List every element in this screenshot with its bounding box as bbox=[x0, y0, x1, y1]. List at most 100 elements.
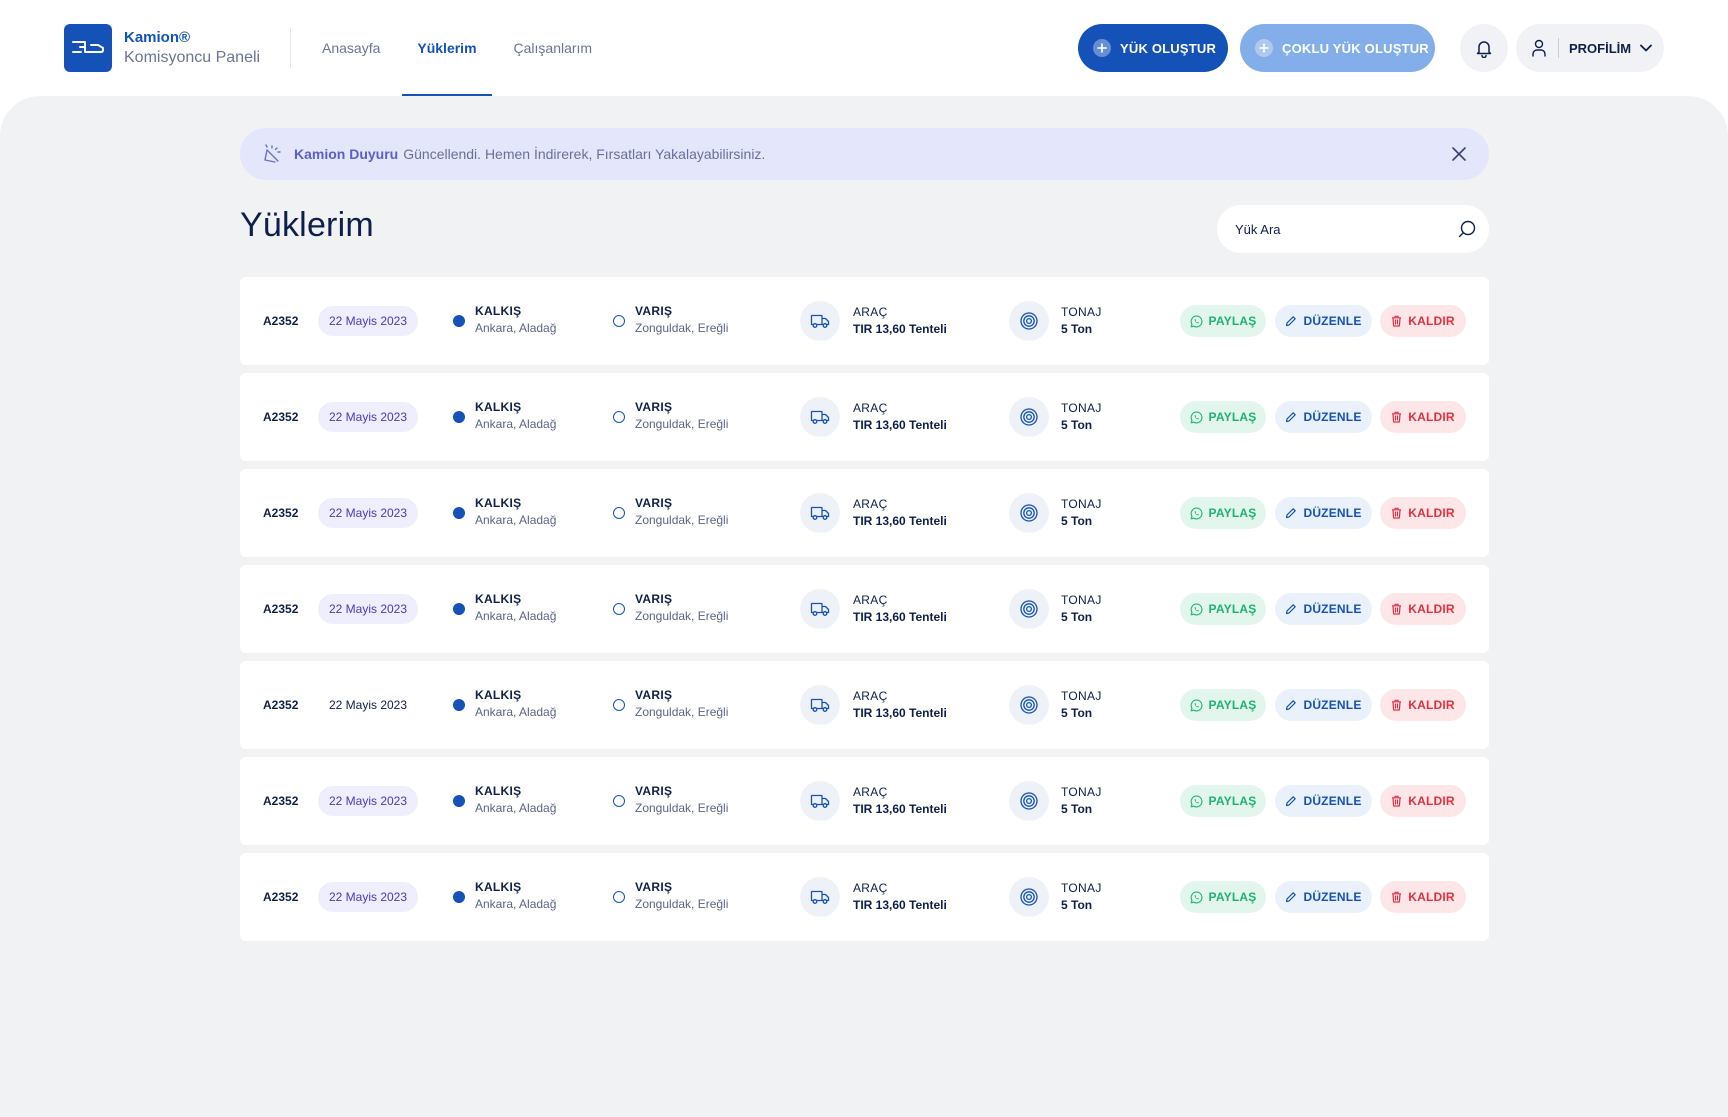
departure-location: Ankara, Aladağ bbox=[475, 321, 557, 335]
brand-name: Kamion® bbox=[124, 29, 191, 46]
remove-button[interactable]: KALDIR bbox=[1380, 497, 1466, 529]
departure-label: KALKIŞ bbox=[475, 688, 522, 702]
arrival-info: VARIŞ Zonguldak, Ereğli bbox=[635, 688, 728, 720]
departure-info: KALKIŞ Ankara, Aladağ bbox=[475, 592, 556, 624]
tonnage-info: TONAJ 5 Ton bbox=[1061, 785, 1102, 817]
tonnage-icon-badge bbox=[1009, 877, 1049, 917]
departure-location: Ankara, Aladağ bbox=[475, 417, 557, 431]
tonnage-icon-badge bbox=[1009, 493, 1049, 533]
load-date: 22 Mayis 2023 bbox=[318, 786, 418, 816]
remove-button[interactable]: KALDIR bbox=[1380, 689, 1466, 721]
arrival-dot-icon bbox=[613, 315, 625, 327]
search-input[interactable] bbox=[1217, 205, 1437, 253]
bulk-create-load-button[interactable]: ÇOKLU YÜK OLUŞTUR bbox=[1240, 24, 1435, 72]
arrival-label: VARIŞ bbox=[635, 880, 673, 894]
announcement-title: Kamion Duyuru bbox=[294, 146, 399, 162]
tonnage-label: TONAJ bbox=[1061, 401, 1102, 415]
share-button[interactable]: PAYLAŞ bbox=[1180, 881, 1266, 913]
vehicle-label: ARAÇ bbox=[853, 785, 888, 799]
edit-label: DÜZENLE bbox=[1303, 890, 1362, 904]
load-date: 22 Mayis 2023 bbox=[318, 402, 418, 432]
truck-logo-icon bbox=[72, 41, 104, 53]
profile-divider bbox=[1558, 38, 1559, 58]
page-title: Yüklerim bbox=[240, 206, 374, 244]
nav-item-yuklerim[interactable]: Yüklerim bbox=[402, 0, 492, 96]
edit-button[interactable]: DÜZENLE bbox=[1275, 497, 1372, 529]
tonnage-value: 5 Ton bbox=[1061, 322, 1093, 336]
remove-button[interactable]: KALDIR bbox=[1380, 593, 1466, 625]
remove-button[interactable]: KALDIR bbox=[1380, 305, 1466, 337]
vehicle-icon-badge bbox=[800, 397, 840, 437]
arrival-location: Zonguldak, Ereğli bbox=[635, 417, 729, 431]
truck-icon bbox=[810, 506, 830, 520]
edit-button[interactable]: DÜZENLE bbox=[1275, 593, 1372, 625]
share-button[interactable]: PAYLAŞ bbox=[1180, 689, 1266, 721]
trash-icon bbox=[1392, 699, 1402, 711]
create-load-button[interactable]: YÜK OLUŞTUR bbox=[1078, 24, 1228, 72]
share-button[interactable]: PAYLAŞ bbox=[1180, 497, 1266, 529]
edit-label: DÜZENLE bbox=[1303, 314, 1362, 328]
load-id: A2352 bbox=[263, 314, 299, 328]
truck-icon bbox=[810, 314, 830, 328]
truck-icon bbox=[810, 698, 830, 712]
departure-label: KALKIŞ bbox=[475, 496, 522, 510]
arrival-dot-icon bbox=[613, 603, 625, 615]
target-icon bbox=[1020, 408, 1038, 426]
load-id: A2352 bbox=[263, 602, 299, 616]
nav-item-anasayfa[interactable]: Anasayfa bbox=[322, 40, 381, 56]
pencil-icon bbox=[1286, 316, 1297, 327]
vehicle-type: TIR 13,60 Tenteli bbox=[853, 322, 947, 336]
vehicle-info: ARAÇ TIR 13,60 Tenteli bbox=[853, 689, 947, 721]
share-button[interactable]: PAYLAŞ bbox=[1180, 401, 1266, 433]
whatsapp-icon bbox=[1190, 891, 1203, 903]
edit-label: DÜZENLE bbox=[1303, 698, 1362, 712]
departure-info: KALKIŞ Ankara, Aladağ bbox=[475, 304, 556, 336]
share-button[interactable]: PAYLAŞ bbox=[1180, 593, 1266, 625]
edit-button[interactable]: DÜZENLE bbox=[1275, 689, 1372, 721]
departure-info: KALKIŞ Ankara, Aladağ bbox=[475, 880, 556, 912]
announcement-close-button[interactable] bbox=[1449, 144, 1469, 164]
remove-label: KALDIR bbox=[1408, 602, 1455, 616]
truck-icon bbox=[810, 602, 830, 616]
edit-button[interactable]: DÜZENLE bbox=[1275, 305, 1372, 337]
remove-button[interactable]: KALDIR bbox=[1380, 401, 1466, 433]
departure-dot-icon bbox=[453, 891, 465, 903]
tonnage-label: TONAJ bbox=[1061, 497, 1102, 511]
tonnage-icon-badge bbox=[1009, 781, 1049, 821]
remove-button[interactable]: KALDIR bbox=[1380, 785, 1466, 817]
logo[interactable] bbox=[64, 24, 112, 72]
departure-location: Ankara, Aladağ bbox=[475, 705, 557, 719]
edit-button[interactable]: DÜZENLE bbox=[1275, 401, 1372, 433]
vehicle-info: ARAÇ TIR 13,60 Tenteli bbox=[853, 401, 947, 433]
trash-icon bbox=[1392, 507, 1402, 519]
vehicle-info: ARAÇ TIR 13,60 Tenteli bbox=[853, 785, 947, 817]
share-label: PAYLAŞ bbox=[1208, 602, 1257, 616]
search-icon[interactable] bbox=[1457, 219, 1477, 239]
bulk-create-load-label: ÇOKLU YÜK OLUŞTUR bbox=[1282, 40, 1429, 56]
trash-icon bbox=[1392, 411, 1402, 423]
vehicle-info: ARAÇ TIR 13,60 Tenteli bbox=[853, 593, 947, 625]
departure-info: KALKIŞ Ankara, Aladağ bbox=[475, 688, 556, 720]
share-button[interactable]: PAYLAŞ bbox=[1180, 305, 1266, 337]
departure-dot-icon bbox=[453, 795, 465, 807]
load-row: A2352 22 Mayis 2023 KALKIŞ Ankara, Alada… bbox=[240, 277, 1489, 365]
arrival-location: Zonguldak, Ereğli bbox=[635, 321, 729, 335]
edit-button[interactable]: DÜZENLE bbox=[1275, 881, 1372, 913]
notifications-button[interactable] bbox=[1460, 24, 1508, 72]
arrival-info: VARIŞ Zonguldak, Ereğli bbox=[635, 784, 728, 816]
nav-item-calisanlarim[interactable]: Çalışanlarım bbox=[513, 40, 593, 56]
announcement-text: Kamion Duyuru Güncellendi. Hemen İndirere… bbox=[294, 146, 765, 162]
vehicle-type: TIR 13,60 Tenteli bbox=[853, 610, 947, 624]
whatsapp-icon bbox=[1190, 699, 1203, 711]
profile-menu-button[interactable]: PROFİLİM bbox=[1516, 24, 1664, 72]
share-button[interactable]: PAYLAŞ bbox=[1180, 785, 1266, 817]
share-label: PAYLAŞ bbox=[1208, 794, 1257, 808]
tonnage-info: TONAJ 5 Ton bbox=[1061, 881, 1102, 913]
remove-label: KALDIR bbox=[1408, 314, 1455, 328]
edit-button[interactable]: DÜZENLE bbox=[1275, 785, 1372, 817]
load-date: 22 Mayis 2023 bbox=[318, 498, 418, 528]
edit-label: DÜZENLE bbox=[1303, 506, 1362, 520]
remove-button[interactable]: KALDIR bbox=[1380, 881, 1466, 913]
remove-label: KALDIR bbox=[1408, 794, 1455, 808]
load-row: A2352 22 Mayis 2023 KALKIŞ Ankara, Alada… bbox=[240, 469, 1489, 557]
